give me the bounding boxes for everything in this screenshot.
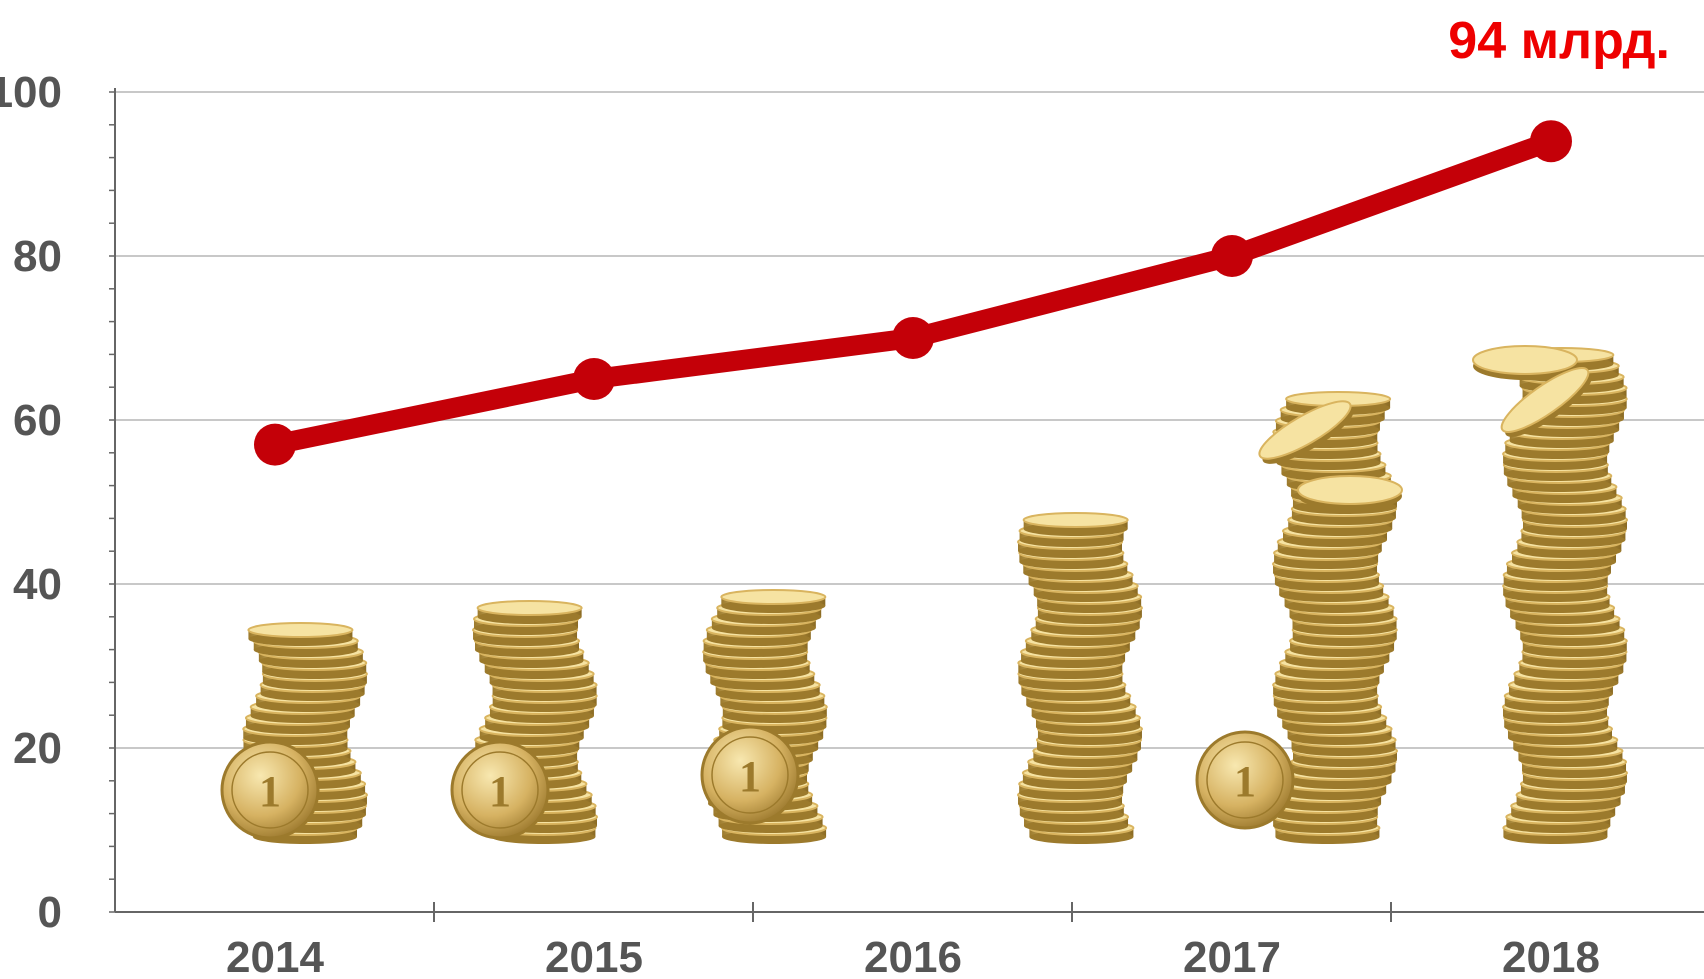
y-tick-label: 0 [38, 888, 62, 937]
y-tick-label: 40 [13, 560, 62, 609]
x-tick-label: 2015 [545, 933, 643, 979]
data-point [254, 423, 296, 466]
data-point [1530, 120, 1572, 163]
coin-face-glyph: 1 [739, 752, 761, 801]
y-tick-label: 60 [13, 396, 62, 445]
coin-stack [1017, 512, 1143, 844]
x-tick-label: 2018 [1502, 933, 1600, 979]
coin-face: 1 [700, 725, 800, 825]
x-tick-label: 2016 [864, 933, 962, 979]
y-tick-label: 20 [13, 724, 62, 773]
y-tick-label: 100 [0, 68, 62, 117]
data-point [1211, 235, 1253, 277]
flying-coin [1297, 475, 1403, 510]
data-point [573, 358, 615, 400]
coin-decoration: 1 1 1 1 [220, 345, 1628, 844]
coin [1022, 512, 1129, 536]
flying-coin [1500, 367, 1592, 437]
coin [720, 589, 827, 613]
headline-value: 94 млрд. [1448, 12, 1670, 70]
y-tick-label: 80 [13, 232, 62, 281]
coin-face-glyph: 1 [489, 767, 511, 816]
axes: 0 20 40 60 80 100 2014 2015 2016 2017 2018 [0, 68, 1704, 979]
coin-stack [1502, 347, 1628, 844]
coin [247, 622, 354, 646]
x-tick-label: 2017 [1183, 933, 1281, 979]
data-point [892, 317, 934, 359]
coin-face-glyph: 1 [1234, 757, 1256, 806]
coin-face-glyph: 1 [259, 767, 281, 816]
coin-face: 1 [1195, 730, 1295, 830]
x-tick-label: 2014 [226, 933, 324, 979]
series-line [254, 120, 1572, 466]
coin-face: 1 [220, 740, 320, 840]
coin-face: 1 [450, 740, 550, 840]
coin [476, 600, 583, 624]
flying-coin [1472, 345, 1578, 380]
flying-coin [1258, 400, 1354, 464]
